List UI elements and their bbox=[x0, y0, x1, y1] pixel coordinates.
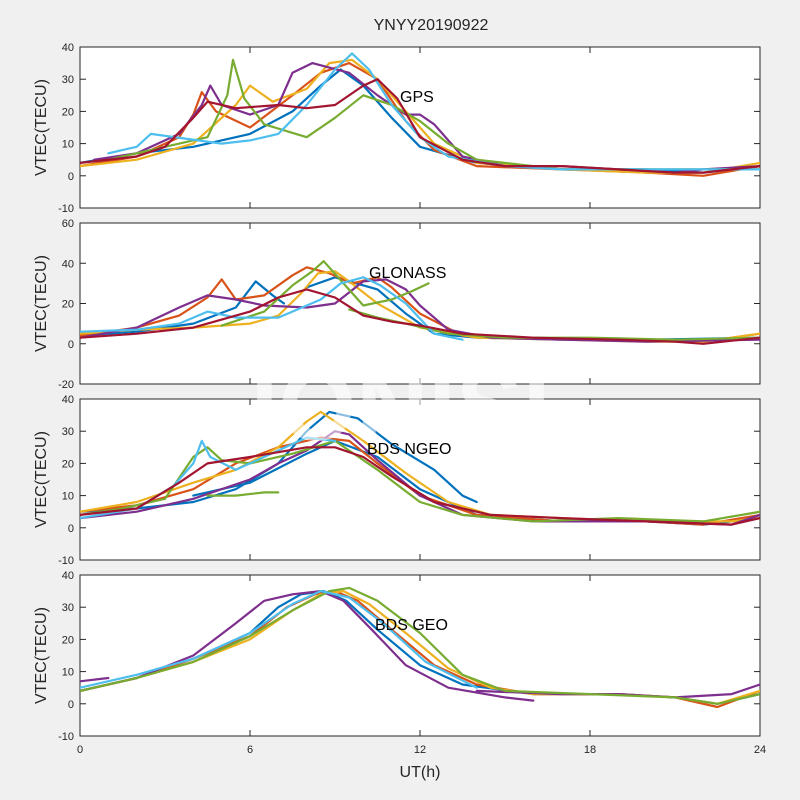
y-axis-label: VTEC(TECU) bbox=[33, 607, 50, 704]
series-line-7 bbox=[80, 78, 760, 174]
y-tick-label: 0 bbox=[68, 171, 74, 183]
series-group bbox=[80, 260, 760, 345]
series-line-1 bbox=[80, 280, 286, 337]
series-group bbox=[80, 410, 760, 526]
y-axis-label: VTEC(TECU) bbox=[33, 255, 50, 352]
y-tick-label: 40 bbox=[62, 394, 74, 406]
axes-box bbox=[79, 222, 761, 385]
y-tick-label: 20 bbox=[62, 299, 74, 311]
series-line-7 bbox=[206, 491, 280, 497]
y-tick-label: 10 bbox=[62, 139, 74, 151]
y-tick-label: 0 bbox=[68, 339, 74, 351]
y-tick-label: 30 bbox=[62, 426, 74, 438]
series-line-8 bbox=[80, 589, 478, 689]
y-tick-label: 20 bbox=[62, 106, 74, 118]
y-tick-label: -10 bbox=[58, 731, 74, 743]
y-tick-label: 0 bbox=[68, 699, 74, 711]
series-line-1 bbox=[80, 410, 478, 513]
y-axis-label: VTEC(TECU) bbox=[33, 79, 50, 176]
constellation-annotation: BDS NGEO bbox=[367, 441, 451, 458]
x-tick-label: 6 bbox=[247, 744, 253, 756]
axes-box bbox=[79, 398, 761, 561]
y-tick-label: 40 bbox=[62, 570, 74, 582]
y-tick-label: 0 bbox=[68, 523, 74, 535]
panel-3: -10 0 10 20 30 40 VTEC(TECU) BDS NGEO bbox=[33, 394, 761, 567]
y-tick-label: -10 bbox=[58, 555, 74, 567]
x-axis-label: UT(h) bbox=[400, 764, 441, 781]
series-line-9 bbox=[80, 446, 760, 526]
watermark: IONISE bbox=[251, 350, 590, 462]
constellation-annotation: GPS bbox=[400, 89, 434, 106]
y-tick-label: -20 bbox=[58, 379, 74, 391]
series-line-9 bbox=[80, 288, 760, 345]
panel-1: -10 0 10 20 30 40 VTEC(TECU) GPS bbox=[33, 42, 761, 215]
figure-title: YNYY20190922 bbox=[374, 17, 489, 34]
y-tick-label: 10 bbox=[62, 491, 74, 503]
y-tick-label: 30 bbox=[62, 74, 74, 86]
y-tick-label: 20 bbox=[62, 634, 74, 646]
series-line-5 bbox=[107, 58, 760, 171]
y-tick-label: 20 bbox=[62, 458, 74, 470]
y-tick-label: 30 bbox=[62, 602, 74, 614]
series-group bbox=[80, 52, 760, 177]
y-tick-label: -10 bbox=[58, 203, 74, 215]
panel-2: -20 0 20 40 60 VTEC(TECU) GLONASS bbox=[33, 218, 761, 391]
series-line-4 bbox=[80, 676, 110, 683]
y-tick-label: 40 bbox=[62, 258, 74, 270]
series-line-7 bbox=[80, 586, 760, 705]
x-tick-label: 12 bbox=[414, 744, 426, 756]
constellation-annotation: BDS GEO bbox=[375, 617, 448, 634]
x-tick-label: 24 bbox=[754, 744, 766, 756]
y-tick-label: 40 bbox=[62, 42, 74, 54]
x-tick-label: 18 bbox=[584, 744, 596, 756]
y-tick-label: 60 bbox=[62, 218, 74, 230]
series-line-5 bbox=[80, 430, 760, 526]
x-tick-label: 0 bbox=[77, 744, 83, 756]
series-group bbox=[80, 586, 760, 709]
y-tick-label: 10 bbox=[62, 667, 74, 679]
y-axis-label: VTEC(TECU) bbox=[33, 431, 50, 528]
constellation-annotation: GLONASS bbox=[369, 265, 446, 282]
series-line-8 bbox=[80, 276, 464, 341]
